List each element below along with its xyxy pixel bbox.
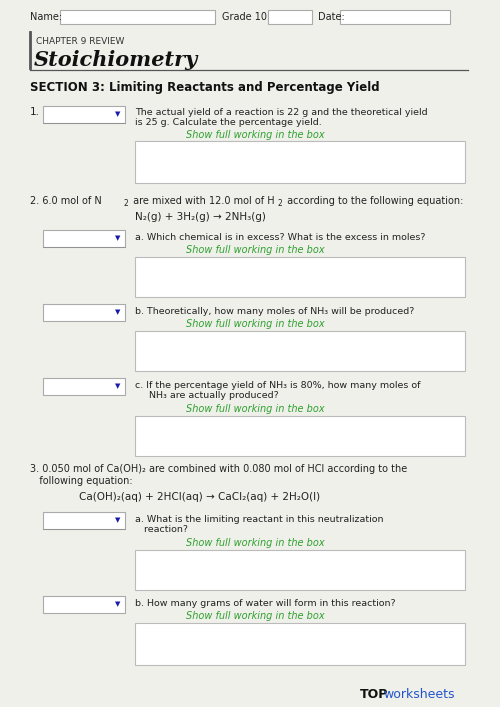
Text: Date:: Date: xyxy=(318,12,345,22)
Text: are mixed with 12.0 mol of H: are mixed with 12.0 mol of H xyxy=(130,196,274,206)
Text: ▼: ▼ xyxy=(116,383,120,390)
FancyBboxPatch shape xyxy=(340,10,450,24)
FancyBboxPatch shape xyxy=(43,512,125,529)
Text: TOP: TOP xyxy=(360,689,388,701)
FancyBboxPatch shape xyxy=(135,416,465,456)
Text: SECTION 3: Limiting Reactants and Percentage Yield: SECTION 3: Limiting Reactants and Percen… xyxy=(30,81,380,95)
Text: Show full working in the box: Show full working in the box xyxy=(186,245,324,255)
Text: Show full working in the box: Show full working in the box xyxy=(186,611,324,621)
Text: c. If the percentage yield of NH₃ is 80%, how many moles of: c. If the percentage yield of NH₃ is 80%… xyxy=(135,381,420,390)
Text: b. How many grams of water will form in this reaction?: b. How many grams of water will form in … xyxy=(135,599,396,608)
Text: The actual yield of a reaction is 22 g and the theoretical yield: The actual yield of a reaction is 22 g a… xyxy=(135,108,428,117)
Text: Show full working in the box: Show full working in the box xyxy=(186,319,324,329)
Text: a. Which chemical is in excess? What is the excess in moles?: a. Which chemical is in excess? What is … xyxy=(135,233,426,242)
Text: 3. 0.050 mol of Ca(OH)₂ are combined with 0.080 mol of HCl according to the: 3. 0.050 mol of Ca(OH)₂ are combined wit… xyxy=(30,464,407,474)
FancyBboxPatch shape xyxy=(60,10,215,24)
Text: Name:: Name: xyxy=(30,12,62,22)
FancyBboxPatch shape xyxy=(43,378,125,395)
FancyBboxPatch shape xyxy=(43,106,125,123)
Text: NH₃ are actually produced?: NH₃ are actually produced? xyxy=(149,391,279,400)
FancyBboxPatch shape xyxy=(135,331,465,371)
Text: CHAPTER 9 REVIEW: CHAPTER 9 REVIEW xyxy=(36,37,124,47)
Text: is 25 g. Calculate the percentage yield.: is 25 g. Calculate the percentage yield. xyxy=(135,118,322,127)
Text: worksheets: worksheets xyxy=(383,689,454,701)
Text: b. Theoretically, how many moles of NH₃ will be produced?: b. Theoretically, how many moles of NH₃ … xyxy=(135,307,414,316)
Text: according to the following equation:: according to the following equation: xyxy=(284,196,464,206)
Text: Ca(OH)₂(aq) + 2HCl(aq) → CaCl₂(aq) + 2H₂O(l): Ca(OH)₂(aq) + 2HCl(aq) → CaCl₂(aq) + 2H₂… xyxy=(80,492,320,502)
FancyBboxPatch shape xyxy=(135,257,465,297)
Text: 2. 6.0 mol of N: 2. 6.0 mol of N xyxy=(30,196,102,206)
Text: reaction?: reaction? xyxy=(135,525,188,534)
Text: a. What is the limiting reactant in this neutralization: a. What is the limiting reactant in this… xyxy=(135,515,384,524)
Text: Show full working in the box: Show full working in the box xyxy=(186,130,324,140)
Text: ▼: ▼ xyxy=(116,602,120,607)
Text: 2: 2 xyxy=(124,199,129,208)
FancyBboxPatch shape xyxy=(43,304,125,321)
Text: Show full working in the box: Show full working in the box xyxy=(186,538,324,548)
Text: ▼: ▼ xyxy=(116,235,120,242)
Text: N₂(g) + 3H₂(g) → 2NH₃(g): N₂(g) + 3H₂(g) → 2NH₃(g) xyxy=(134,212,266,222)
Text: following equation:: following equation: xyxy=(30,476,132,486)
FancyBboxPatch shape xyxy=(43,230,125,247)
Text: Stoichiometry: Stoichiometry xyxy=(34,50,198,70)
Text: Grade 10: Grade 10 xyxy=(222,12,267,22)
Text: ▼: ▼ xyxy=(116,518,120,523)
FancyBboxPatch shape xyxy=(43,596,125,613)
Text: ▼: ▼ xyxy=(116,310,120,315)
FancyBboxPatch shape xyxy=(135,550,465,590)
Text: ▼: ▼ xyxy=(116,112,120,117)
Text: 2: 2 xyxy=(278,199,283,208)
FancyBboxPatch shape xyxy=(135,623,465,665)
FancyBboxPatch shape xyxy=(135,141,465,183)
Text: Show full working in the box: Show full working in the box xyxy=(186,404,324,414)
FancyBboxPatch shape xyxy=(268,10,312,24)
Text: 1.: 1. xyxy=(30,107,40,117)
